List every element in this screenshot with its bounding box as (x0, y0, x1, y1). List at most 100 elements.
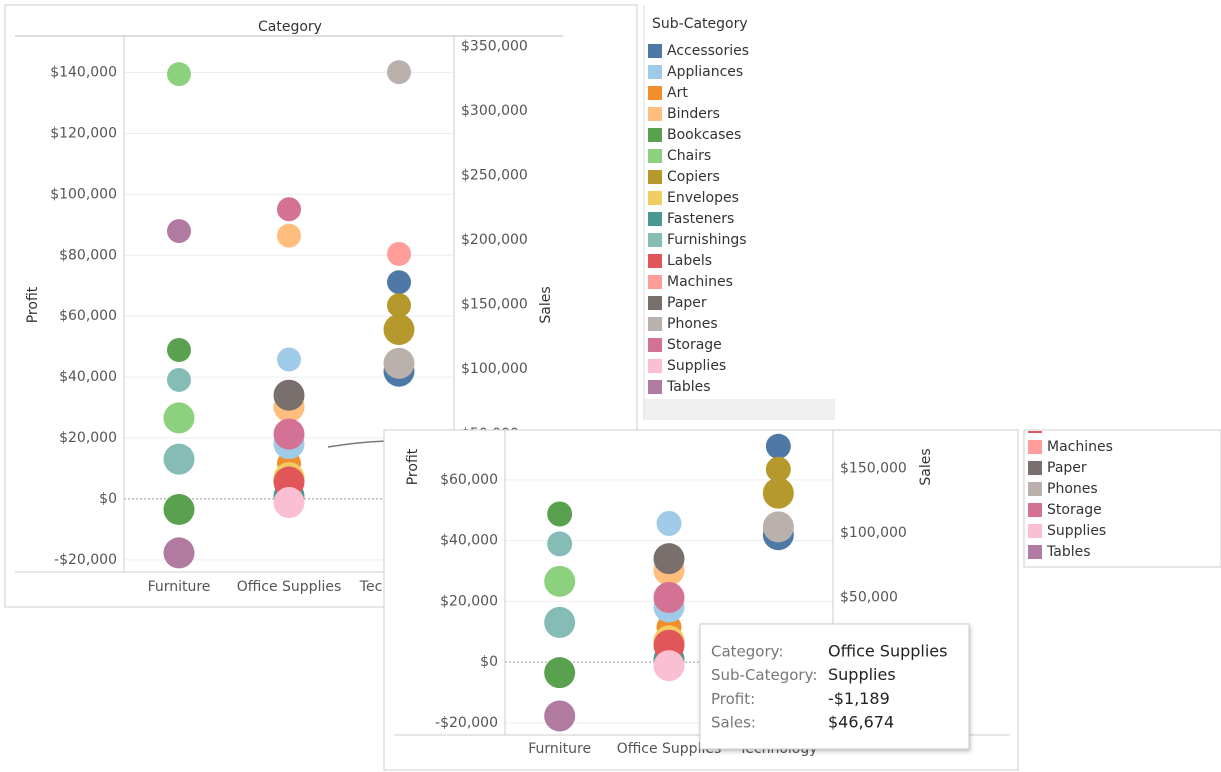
chart-main: Category -$20,000 $0 $20,000 $40,000 $60,000 $… (4, 4, 638, 608)
sales-dot (167, 62, 191, 87)
tooltip-value: $46,674 (828, 713, 894, 732)
tooltip: Category: Office Supplies Sub-Category: Sup… (699, 623, 970, 750)
legend-swatch (1028, 524, 1042, 538)
legend-main: Sub-Category Accessories Appliances Art Bin… (643, 5, 835, 420)
y-tick-label: $20,000 (59, 430, 117, 446)
legend-label: Furnishings (667, 232, 747, 248)
x-tick-label: Office Supplies (237, 579, 342, 595)
sales-dot (277, 223, 301, 248)
y2-tick-label: $50,000 (840, 590, 898, 606)
x-tick-label: Furniture (148, 579, 211, 595)
legend-label: Tables (1046, 544, 1091, 560)
profit-dot (544, 657, 576, 689)
profit-dot (653, 543, 685, 575)
sales-dot (277, 347, 301, 372)
sales-dot (387, 241, 411, 266)
legend-swatch (1028, 209, 1042, 223)
y2-tick-label: $250,000 (461, 167, 528, 183)
legend-swatch (1028, 440, 1042, 454)
legend-swatch (648, 380, 662, 394)
x-tick-label: Furniture (528, 741, 591, 757)
legend-label: Phones (1047, 481, 1098, 497)
y2-axis-title: Sales (918, 448, 934, 485)
legend-label: Envelopes (667, 190, 739, 206)
legend-label: Phones (667, 316, 718, 332)
legend-label: Appliances (1047, 229, 1123, 245)
x-tick-label: Office Supplies (617, 741, 722, 757)
profit-dot (163, 443, 195, 475)
tooltip-value: -$1,189 (828, 689, 890, 708)
legend-swatch (648, 275, 662, 289)
legend-label: Machines (1047, 439, 1113, 455)
sales-dot (167, 367, 191, 392)
tooltip-value: Office Supplies (828, 642, 947, 661)
legend-label: Storage (667, 337, 722, 353)
legend-label: Fasteners (667, 211, 734, 227)
legend-label: Art (1047, 250, 1068, 266)
legend-swatch (648, 65, 662, 79)
profit-dot (163, 537, 195, 569)
y-tick-label: $100,000 (50, 186, 117, 202)
profit-dot (762, 477, 794, 509)
sales-dot (167, 338, 191, 363)
legend-swatch (648, 233, 662, 247)
sales-dot (656, 510, 682, 536)
profit-dot (273, 418, 305, 450)
legend-label: Binders (1047, 271, 1100, 287)
chart-zoom: -$20,000 $0 $20,000 $40,000 $60,000 $50,000 $1… (383, 429, 1019, 771)
legend-label: Bookcases (667, 127, 741, 143)
y-tick-label: -$20,000 (54, 552, 117, 568)
legend-label: Appliances (667, 64, 743, 80)
profit-dot (273, 379, 305, 411)
tooltip-value: Supplies (828, 665, 896, 684)
y-tick-label: $20,000 (440, 593, 498, 609)
tooltip-box (699, 623, 970, 750)
legend-label: Copiers (1047, 334, 1100, 350)
legend-label: Supplies (1047, 523, 1106, 539)
y-tick-label: $120,000 (50, 125, 117, 141)
legend-label: Furnishings (1047, 397, 1127, 413)
y-tick-label: $0 (99, 491, 117, 507)
legend-swatch (1028, 293, 1042, 307)
legend-swatch (1028, 251, 1042, 265)
y2-tick-label: $100,000 (461, 361, 528, 377)
y2-tick-label: $150,000 (840, 461, 907, 477)
legend-swatch (1028, 431, 1042, 433)
legend-label: Art (667, 85, 688, 101)
legend-swatch (648, 317, 662, 331)
legend-swatch (648, 44, 662, 58)
sales-dot (387, 270, 411, 295)
legend-label: Copiers (667, 169, 720, 185)
profit-dot (544, 565, 576, 597)
legend-swatch (1028, 377, 1042, 391)
y-tick-label: $60,000 (440, 472, 498, 488)
marks (163, 60, 415, 569)
y-tick-label: $140,000 (50, 65, 117, 81)
legend-swatch (1028, 356, 1042, 370)
legend-frame (644, 5, 835, 420)
legend-items: Accessories Appliances Art Binders Bookcases… (1028, 209, 1127, 560)
sales-dot (765, 433, 791, 459)
profit-dot (163, 493, 195, 525)
y-tick-label: $40,000 (59, 369, 117, 385)
tooltip-label: Sales: (711, 714, 756, 732)
sales-dot (167, 219, 191, 244)
profit-dot (544, 606, 576, 638)
sales-dot (765, 456, 791, 482)
y-tick-label: $40,000 (440, 533, 498, 549)
legend-swatch (648, 296, 662, 310)
legend-swatch (648, 212, 662, 226)
legend-title: Sub-Category (652, 16, 748, 32)
legend-swatch (648, 338, 662, 352)
legend-label: Storage (1047, 502, 1102, 518)
legend-label: Chairs (667, 148, 711, 164)
legend-label: Bookcases (1047, 292, 1121, 308)
legend-swatch (648, 359, 662, 373)
legend-label: Binders (667, 106, 720, 122)
y-axis-title: Profit (405, 448, 421, 485)
y2-tick-label: $350,000 (461, 38, 528, 54)
y-tick-label: $80,000 (59, 247, 117, 263)
profit-dot (653, 581, 685, 613)
